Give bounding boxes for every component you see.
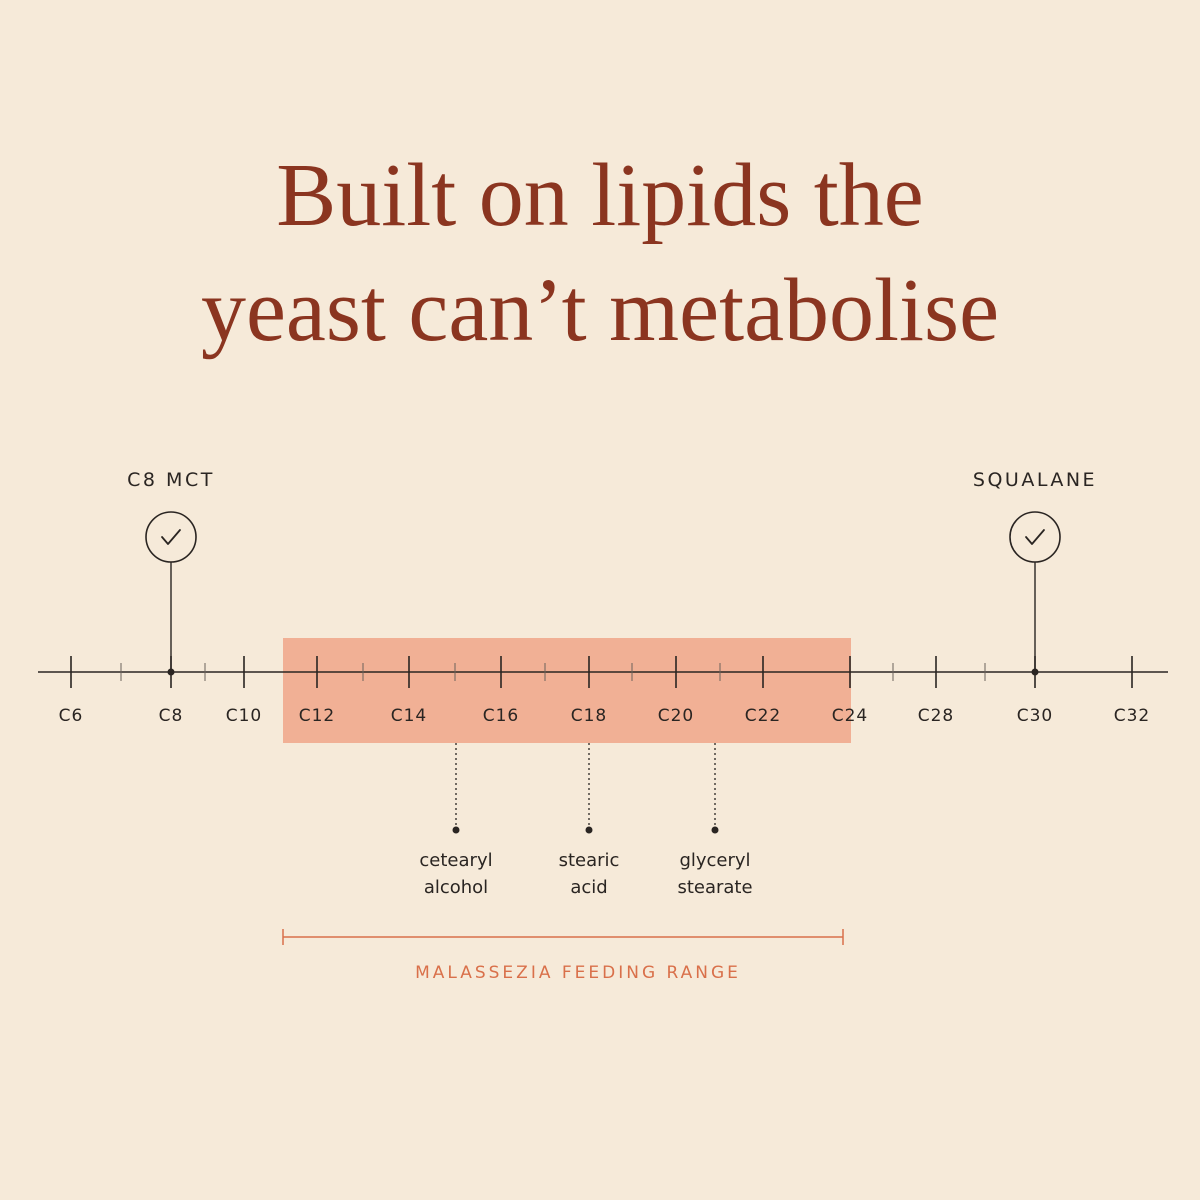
- tick-label: C22: [745, 706, 782, 726]
- tick-label: C32: [1114, 706, 1151, 726]
- ingredient-label: stearic: [559, 850, 620, 871]
- tick-label: C28: [918, 706, 955, 726]
- ingredient-label: cetearyl: [419, 850, 492, 871]
- tick-label: C10: [226, 706, 263, 726]
- marker-dot: [1031, 668, 1039, 676]
- title-line: Built on lipids the: [276, 146, 924, 245]
- check-mark: [1025, 529, 1045, 545]
- feeding-range-band: [283, 638, 851, 743]
- marker-label: SQUALANE: [973, 469, 1097, 491]
- title-line: yeast can’t metabolise: [201, 261, 999, 360]
- tick-label: C8: [159, 706, 184, 726]
- tick-label: C12: [299, 706, 336, 726]
- ingredient-dot: [585, 826, 593, 834]
- tick-label: C16: [483, 706, 520, 726]
- tick-label: C6: [59, 706, 84, 726]
- ingredient-label: glyceryl: [679, 850, 750, 871]
- ingredient-dot: [711, 826, 719, 834]
- marker-dot: [167, 668, 175, 676]
- ingredient-label: acid: [570, 877, 607, 898]
- check-mark: [161, 529, 181, 545]
- tick-label: C24: [832, 706, 869, 726]
- ingredient-label: alcohol: [424, 877, 488, 898]
- tick-label: C14: [391, 706, 428, 726]
- tick-label: C18: [571, 706, 608, 726]
- tick-label: C20: [658, 706, 695, 726]
- range-label: MALASSEZIA FEEDING RANGE: [415, 963, 741, 983]
- ingredient-dot: [452, 826, 460, 834]
- ingredient-label: stearate: [677, 877, 752, 898]
- marker-label: C8 MCT: [127, 469, 215, 491]
- tick-label: C30: [1017, 706, 1054, 726]
